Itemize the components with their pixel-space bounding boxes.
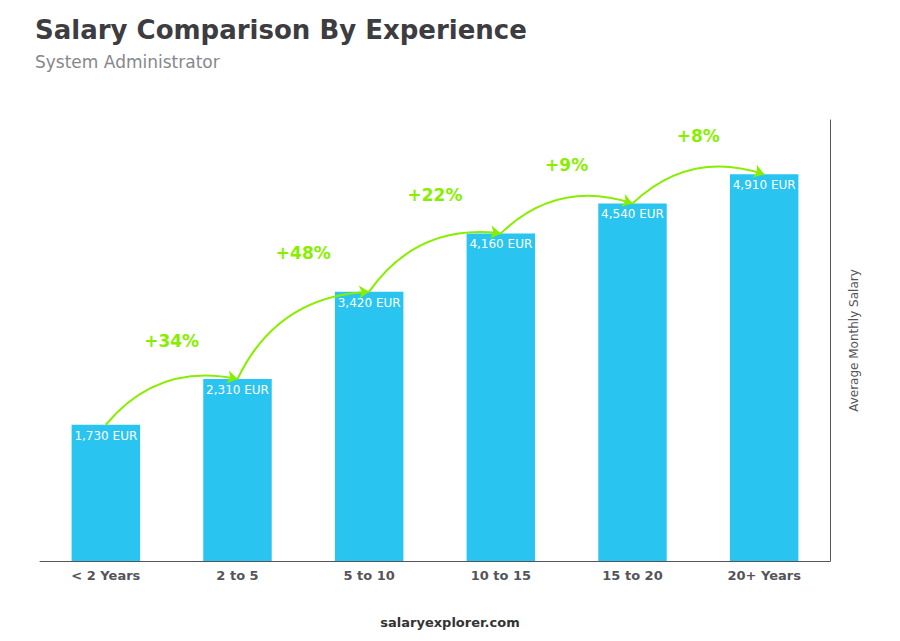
svg-text:1,730 EUR: 1,730 EUR [74, 429, 137, 443]
svg-text:5 to 10: 5 to 10 [343, 568, 394, 583]
svg-text:2 to 5: 2 to 5 [216, 568, 258, 583]
svg-text:+9%: +9% [545, 155, 588, 175]
svg-text:2,310 EUR: 2,310 EUR [206, 383, 269, 397]
svg-text:4,540 EUR: 4,540 EUR [601, 207, 664, 221]
svg-text:System Administrator: System Administrator [35, 52, 220, 72]
svg-text:10 to 15: 10 to 15 [471, 568, 531, 583]
svg-text:15 to 20: 15 to 20 [602, 568, 662, 583]
svg-text:3,420 EUR: 3,420 EUR [338, 296, 401, 310]
svg-text:+8%: +8% [677, 126, 720, 146]
svg-text:+22%: +22% [408, 185, 463, 205]
svg-text:4,910 EUR: 4,910 EUR [733, 178, 796, 192]
svg-text:+48%: +48% [276, 243, 331, 263]
svg-text:< 2 Years: < 2 Years [71, 568, 140, 583]
svg-text:Average Monthly Salary: Average Monthly Salary [847, 269, 861, 412]
svg-text:4,160 EUR: 4,160 EUR [469, 237, 532, 251]
svg-text:20+ Years: 20+ Years [727, 568, 801, 583]
svg-text:salaryexplorer.com: salaryexplorer.com [380, 615, 519, 630]
svg-text:Salary Comparison By Experienc: Salary Comparison By Experience [35, 15, 527, 45]
svg-text:+34%: +34% [144, 331, 199, 351]
